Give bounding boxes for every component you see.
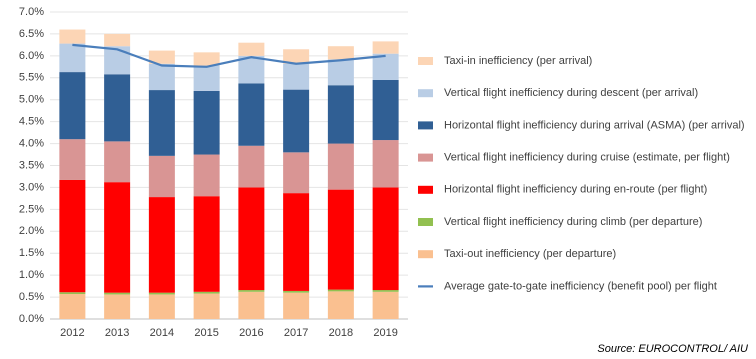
legend-label: Taxi-out inefficiency (per departure) [444, 248, 616, 260]
y-tick-label: 2.0% [19, 225, 44, 237]
bar-segment [193, 293, 220, 319]
legend-swatch [418, 89, 433, 98]
bar-segment [148, 50, 175, 64]
legend-swatch [418, 185, 433, 194]
y-tick-label: 5.5% [19, 72, 44, 84]
bar-segment [148, 63, 175, 91]
bar-segment [148, 155, 175, 198]
y-tick-label: 4.0% [19, 137, 44, 149]
bar-segment [238, 42, 265, 56]
legend-label: Horizontal flight inefficiency during en… [444, 184, 707, 196]
bar-segment [59, 292, 86, 295]
bar-segment [104, 182, 131, 293]
x-tick-label: 2012 [60, 327, 84, 339]
y-tick-label: 7.0% [19, 6, 44, 18]
bar-segment [148, 90, 175, 156]
y-tick-label: 2.5% [19, 203, 44, 215]
bar-segment [372, 291, 399, 319]
legend-label: Vertical flight inefficiency during clim… [444, 216, 702, 228]
bar-segment [283, 290, 310, 293]
bar-segment [327, 143, 354, 190]
bar-segment [283, 193, 310, 291]
bar-segment [327, 46, 354, 60]
bar-segment [283, 49, 310, 64]
y-tick-label: 0.5% [19, 291, 44, 303]
bar-segment [327, 289, 354, 292]
bar-segment [238, 55, 265, 84]
bar-segment [193, 291, 220, 294]
x-tick-label: 2017 [284, 327, 308, 339]
x-tick-label: 2014 [150, 327, 174, 339]
bar-segment [372, 290, 399, 292]
bar-segment [238, 145, 265, 188]
x-tick-label: 2018 [329, 327, 353, 339]
legend-label: Vertical flight inefficiency during desc… [444, 87, 698, 99]
bar-segment [193, 196, 220, 292]
bar-segment [327, 291, 354, 319]
bar-segment [193, 154, 220, 197]
bar-segment [238, 290, 265, 292]
legend-swatch [418, 250, 433, 259]
bar-segment [59, 294, 86, 319]
y-tick-label: 1.5% [19, 247, 44, 259]
bar-segment [283, 152, 310, 194]
bar-segment [372, 41, 399, 54]
bar-segment [372, 53, 399, 80]
legend-swatch [418, 121, 433, 130]
y-tick-label: 4.5% [19, 116, 44, 128]
y-tick-label: 3.5% [19, 159, 44, 171]
bar-segment [104, 141, 131, 183]
legend-swatch [418, 218, 433, 226]
bar-segment [327, 59, 354, 86]
bar-segment [327, 189, 354, 290]
y-tick-label: 6.0% [19, 50, 44, 62]
bar-segment [104, 74, 131, 142]
x-tick-label: 2015 [194, 327, 218, 339]
bar-segment [148, 294, 175, 319]
line-series [72, 43, 386, 68]
legend-swatch [418, 153, 433, 162]
bar-segment [193, 90, 220, 155]
bar-segment [238, 291, 265, 319]
bar-segment [104, 33, 131, 47]
x-tick-label: 2016 [239, 327, 263, 339]
bar-segment [104, 294, 131, 319]
bar-segment [148, 292, 175, 295]
bar-segment [59, 139, 86, 180]
bar-segment [104, 46, 131, 75]
bar-segment [238, 83, 265, 146]
x-tick-label: 2019 [373, 327, 397, 339]
source: Source: EUROCONTROL/ AIU [597, 343, 748, 355]
bar-segment [148, 197, 175, 293]
y-tick-label: 0.0% [19, 313, 44, 325]
bar-segment [59, 29, 86, 44]
bar-segment [283, 292, 310, 319]
bar-segment [327, 85, 354, 144]
bar-segment [238, 187, 265, 291]
bar-segment [59, 72, 86, 140]
bar-segment [372, 187, 399, 291]
bar-segment [104, 292, 131, 295]
bar-segment [193, 52, 220, 66]
legend-label: Vertical flight inefficiency during crui… [444, 152, 730, 164]
y-tick-label: 3.0% [19, 181, 44, 193]
bar-segment [59, 179, 86, 293]
bar-segment [283, 89, 310, 153]
legend-label: Taxi-in inefficiency (per arrival) [444, 55, 592, 67]
legend-label: Average gate-to-gate inefficiency (benef… [444, 280, 717, 292]
y-tick-label: 6.5% [19, 28, 44, 40]
y-tick-label: 5.0% [19, 94, 44, 106]
bar-segment [193, 65, 220, 91]
legend-label: Horizontal flight inefficiency during ar… [444, 119, 745, 131]
bar-segment [283, 63, 310, 90]
y-tick-label: 1.0% [19, 269, 44, 281]
bar-segment [372, 79, 399, 141]
legend-swatch [418, 57, 433, 65]
x-tick-label: 2013 [105, 327, 129, 339]
bar-segment [59, 43, 86, 73]
bar-segment [372, 140, 399, 188]
